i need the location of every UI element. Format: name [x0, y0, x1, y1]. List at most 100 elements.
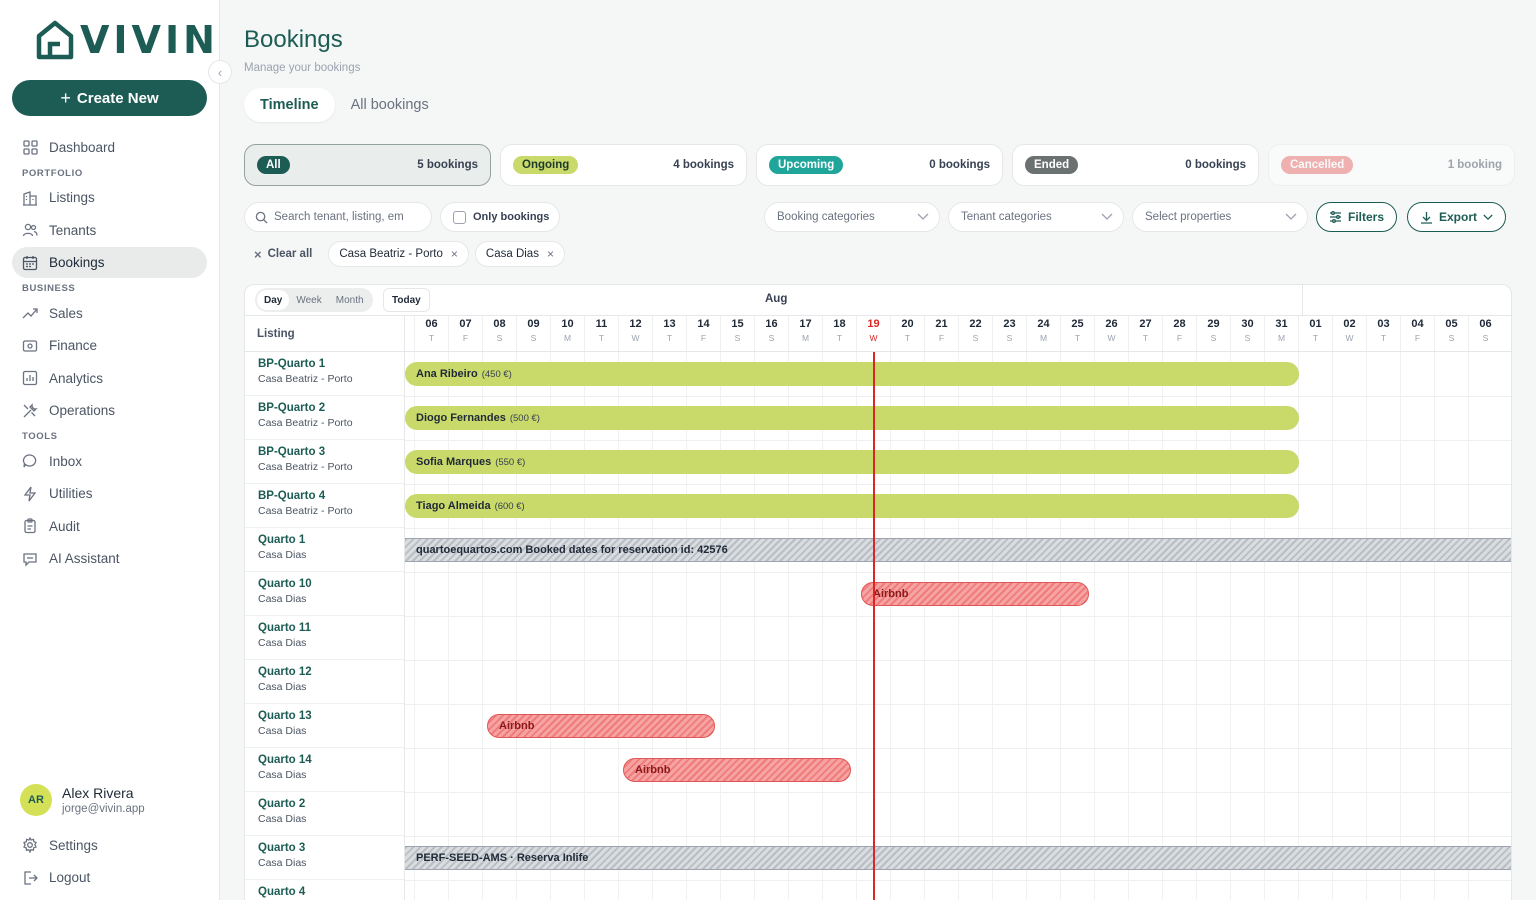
chevron-left-icon: ‹: [217, 64, 223, 80]
listing-property: Casa Dias: [258, 725, 307, 737]
day-weekday: S: [734, 333, 741, 343]
listing-name[interactable]: Quarto 14: [258, 754, 312, 766]
booking-label: Tiago Almeida: [416, 500, 491, 512]
chat-icon: [21, 452, 39, 470]
blocked-dates-bar[interactable]: quartoequartos.com Booked dates for rese…: [405, 538, 1511, 562]
status-card-cancelled[interactable]: Cancelled 1 booking: [1268, 144, 1515, 186]
day-weekday: T: [428, 333, 435, 343]
listing-row[interactable]: Quarto 2 Casa Dias: [245, 792, 404, 836]
day-number: 16: [765, 318, 778, 330]
day-number: 29: [1207, 318, 1220, 330]
sidebar-item-tenants[interactable]: Tenants: [12, 215, 207, 246]
listing-name[interactable]: BP-Quarto 3: [258, 446, 326, 458]
booking-categories-select[interactable]: Booking categories: [764, 202, 940, 232]
sidebar-item-bookings[interactable]: Bookings: [12, 247, 207, 278]
chip-label: Casa Dias: [485, 248, 539, 260]
sidebar-item-analytics[interactable]: Analytics: [12, 363, 207, 394]
logo[interactable]: VIVIN: [36, 20, 219, 60]
sidebar-item-finance[interactable]: Finance: [12, 330, 207, 361]
sidebar-item-utilities[interactable]: Utilities: [12, 478, 207, 509]
sidebar-item-audit[interactable]: Audit: [12, 511, 207, 542]
zoom-month-button[interactable]: Month: [335, 294, 364, 306]
status-card-ongoing[interactable]: Ongoing 4 bookings: [500, 144, 747, 186]
listing-row[interactable]: Quarto 1 Casa Dias: [245, 528, 404, 572]
listing-row[interactable]: BP-Quarto 1 Casa Beatriz - Porto: [245, 352, 404, 396]
booking-bar[interactable]: Tiago Almeida (600 €): [405, 494, 1299, 518]
day-column-header: 04 F: [1400, 316, 1434, 351]
sidebar-item-sales[interactable]: Sales: [12, 298, 207, 329]
sidebar-item-logout[interactable]: Logout: [12, 862, 207, 893]
listing-row[interactable]: Quarto 12 Casa Dias: [245, 660, 404, 704]
sidebar-item-inbox[interactable]: Inbox: [12, 446, 207, 477]
collapse-sidebar-button[interactable]: ‹: [208, 60, 232, 84]
listing-name[interactable]: BP-Quarto 2: [258, 402, 326, 414]
user-profile[interactable]: AR Alex Rivera jorge@vivin.app: [20, 784, 145, 816]
search-input[interactable]: [274, 211, 424, 223]
listing-name[interactable]: Quarto 4: [258, 886, 306, 898]
grid-column-line: [414, 352, 415, 900]
status-card-upcoming[interactable]: Upcoming 0 bookings: [756, 144, 1003, 186]
create-new-button[interactable]: + Create New: [12, 80, 207, 116]
listing-name[interactable]: Quarto 2: [258, 798, 306, 810]
status-card-all[interactable]: All 5 bookings: [244, 144, 491, 186]
filter-chip[interactable]: Casa Dias ×: [474, 241, 565, 267]
listing-name[interactable]: Quarto 12: [258, 666, 312, 678]
tenant-categories-select[interactable]: Tenant categories: [948, 202, 1124, 232]
airbnb-booking-bar[interactable]: Airbnb: [861, 582, 1089, 606]
listing-row[interactable]: BP-Quarto 4 Casa Beatriz - Porto: [245, 484, 404, 528]
listing-name[interactable]: Quarto 10: [258, 578, 312, 590]
sidebar-item-listings[interactable]: Listings: [12, 182, 207, 213]
airbnb-booking-bar[interactable]: Airbnb: [487, 714, 715, 738]
clear-all-button[interactable]: × Clear all: [244, 241, 322, 267]
listing-row[interactable]: Quarto 11 Casa Dias: [245, 616, 404, 660]
tab-timeline[interactable]: Timeline: [244, 88, 335, 122]
day-number: 18: [833, 318, 846, 330]
listing-property: Casa Dias: [258, 813, 307, 825]
filter-chip[interactable]: Casa Beatriz - Porto ×: [328, 241, 469, 267]
status-pill: Upcoming: [769, 156, 844, 174]
day-weekday: W: [1107, 333, 1116, 343]
day-column-header: 28 F: [1162, 316, 1196, 351]
zoom-week-button[interactable]: Week: [296, 294, 322, 306]
listing-name[interactable]: Quarto 1: [258, 534, 306, 546]
day-number: 14: [697, 318, 710, 330]
booking-bar[interactable]: Sofia Marques (550 €): [405, 450, 1299, 474]
listing-row[interactable]: BP-Quarto 3 Casa Beatriz - Porto: [245, 440, 404, 484]
sidebar-item-label: Logout: [49, 870, 91, 885]
sidebar-item-ai-assistant[interactable]: AI Assistant: [12, 543, 207, 574]
only-bookings-checkbox[interactable]: [453, 210, 466, 224]
today-button[interactable]: Today: [383, 288, 430, 312]
export-button[interactable]: Export: [1407, 202, 1507, 232]
listing-row[interactable]: Quarto 13 Casa Dias: [245, 704, 404, 748]
only-bookings-toggle[interactable]: Only bookings: [440, 202, 560, 232]
status-card-ended[interactable]: Ended 0 bookings: [1012, 144, 1259, 186]
listing-row[interactable]: BP-Quarto 2 Casa Beatriz - Porto: [245, 396, 404, 440]
sidebar-item-dashboard[interactable]: Dashboard: [12, 132, 207, 163]
airbnb-booking-bar[interactable]: Airbnb: [623, 758, 851, 782]
listing-name[interactable]: Quarto 13: [258, 710, 312, 722]
sidebar-item-settings[interactable]: Settings: [12, 830, 207, 861]
select-properties-select[interactable]: Select properties: [1132, 202, 1308, 232]
booking-bar[interactable]: Diogo Fernandes (500 €): [405, 406, 1299, 430]
tab-all-bookings[interactable]: All bookings: [350, 97, 429, 113]
blocked-dates-bar[interactable]: PERF-SEED-AMS · Reserva Inlife: [405, 846, 1511, 870]
filters-button[interactable]: Filters: [1316, 202, 1398, 232]
sidebar-item-label: Bookings: [49, 255, 105, 270]
day-weekday: T: [1380, 333, 1387, 343]
listing-name[interactable]: Quarto 11: [258, 622, 312, 634]
booking-bar[interactable]: Ana Ribeiro (450 €): [405, 362, 1299, 386]
zoom-day-button[interactable]: Day: [257, 290, 290, 310]
close-icon[interactable]: ×: [546, 247, 554, 261]
listing-row[interactable]: Quarto 14 Casa Dias: [245, 748, 404, 792]
listing-row[interactable]: Quarto 3 Casa Dias: [245, 836, 404, 880]
listing-row[interactable]: Quarto 10 Casa Dias: [245, 572, 404, 616]
listing-name[interactable]: BP-Quarto 1: [258, 358, 326, 370]
listing-name[interactable]: BP-Quarto 4: [258, 490, 326, 502]
sidebar-item-operations[interactable]: Operations: [12, 395, 207, 426]
close-icon[interactable]: ×: [450, 247, 458, 261]
grid-column-line: [516, 352, 517, 900]
day-weekday: F: [938, 333, 945, 343]
status-count: 1 booking: [1447, 159, 1502, 171]
listing-name[interactable]: Quarto 3: [258, 842, 306, 854]
